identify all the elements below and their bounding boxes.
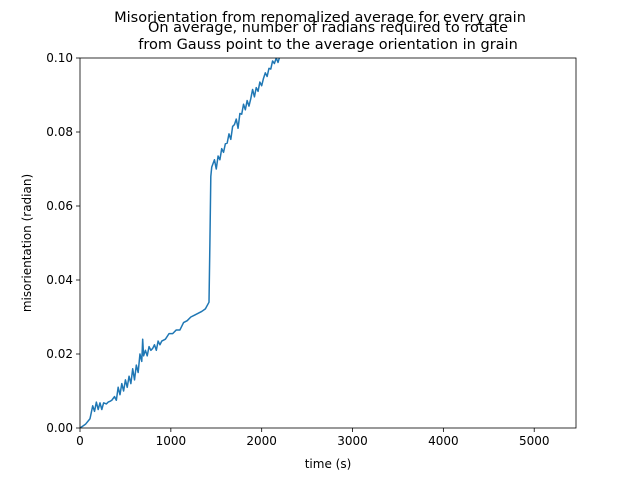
y-tick-label: 0.06: [46, 199, 73, 213]
x-tick-label: 2000: [246, 434, 277, 448]
y-tick-label: 0.02: [46, 347, 73, 361]
x-tick-label: 0: [76, 434, 84, 448]
x-tick-label: 4000: [428, 434, 459, 448]
y-tick-label: 0.10: [46, 51, 73, 65]
y-axis-ticks: 0.00 0.02 0.04 0.06 0.08 0.10: [46, 51, 80, 435]
chart-title-line-1: On average, number of radians required t…: [148, 20, 508, 36]
x-tick-label: 1000: [156, 434, 187, 448]
y-tick-label: 0.04: [46, 273, 73, 287]
series-line: [80, 58, 281, 428]
chart-title-line-2: from Gauss point to the average orientat…: [138, 37, 518, 53]
plot-area-frame: [79, 57, 577, 429]
chart-suptitle: Misorientation from renomalized average …: [114, 10, 526, 26]
x-tick-label: 5000: [519, 434, 550, 448]
x-axis-ticks: 0 1000 2000 3000 4000 5000: [76, 428, 549, 448]
x-tick-label: 3000: [337, 434, 368, 448]
y-axis-label: misorientation (radian): [20, 174, 34, 312]
y-tick-label: 0.00: [46, 421, 73, 435]
y-tick-label: 0.08: [46, 125, 73, 139]
x-axis-label: time (s): [305, 457, 352, 471]
